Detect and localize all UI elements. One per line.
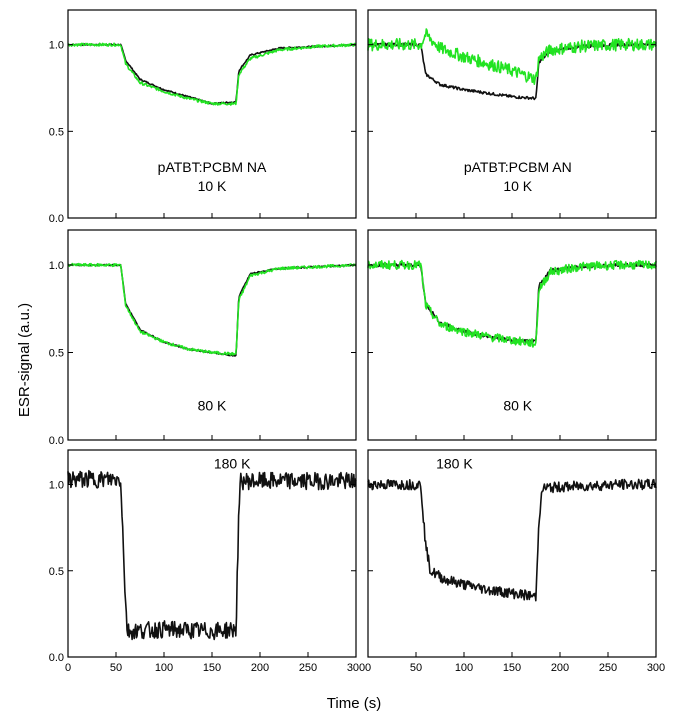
panel-annotation: pATBT:PCBM NA — [158, 159, 267, 175]
x-tick-label: 100 — [155, 662, 173, 674]
series-green-line — [67, 262, 357, 356]
panel-r1-c0: 0.0 0.5 1.0 80 K — [49, 229, 357, 447]
y-tick-label: 1.0 — [49, 480, 64, 492]
annotation-backdrop — [195, 176, 230, 195]
panel-annotation: pATBT:PCBM AN — [464, 159, 572, 175]
series-green-line — [67, 42, 357, 106]
panel-annotation: 80 K — [503, 398, 532, 414]
annotation-backdrop — [501, 396, 535, 415]
x-tick-label: 250 — [599, 662, 617, 674]
series-black-line — [367, 262, 657, 344]
x-tick-label: 150 — [503, 662, 521, 674]
series-black-line — [367, 478, 657, 602]
series-black-line — [67, 43, 357, 105]
panel-annotation: 10 K — [503, 178, 532, 194]
x-tick-label: 150 — [203, 662, 221, 674]
y-tick-label: 1.0 — [49, 40, 64, 52]
x-tick-label: 200 — [251, 662, 269, 674]
x-tick-label: 0 — [365, 662, 371, 674]
panel-r0-c0: 0.0 0.5 1.0 pATBT:PCBM NA 10 K — [49, 9, 357, 225]
y-tick-label: 1.0 — [49, 260, 64, 272]
panel-annotation: 10 K — [198, 178, 227, 194]
panel-annotation: 180 K — [214, 456, 251, 472]
y-tick-label: 0.5 — [49, 348, 64, 360]
x-tick-label: 50 — [110, 662, 122, 674]
annotation-backdrop — [211, 454, 254, 473]
series-green-line — [367, 28, 657, 85]
y-axis-title: ESR-signal (a.u.) — [16, 303, 33, 417]
panel-frame — [367, 449, 657, 658]
x-tick-label: 200 — [551, 662, 569, 674]
panel-annotation: 80 K — [198, 398, 227, 414]
y-tick-label: 0.0 — [49, 652, 64, 664]
panel-r2-c0: 0.0 0.5 1.0 0 50 100 150 200 250 300 180 K — [49, 449, 365, 674]
panel-r1-c1: 80 K — [367, 229, 657, 441]
x-tick-label: 0 — [65, 662, 71, 674]
panel-r0-c1: pATBT:PCBM AN 10 K — [367, 9, 657, 219]
annotation-backdrop — [461, 158, 574, 177]
series-black-line — [67, 469, 357, 641]
annotation-backdrop — [195, 396, 230, 415]
x-tick-label: 250 — [299, 662, 317, 674]
y-tick-label: 0.0 — [49, 213, 64, 225]
x-axis-title: Time (s) — [327, 695, 381, 712]
x-tick-label: 300 — [647, 662, 665, 674]
x-tick-label: 300 — [347, 662, 365, 674]
panel-annotation: 180 K — [436, 456, 473, 472]
series-green-line — [367, 259, 657, 348]
series-black-line — [67, 263, 357, 357]
y-tick-label: 0.5 — [49, 126, 64, 138]
x-tick-label: 100 — [455, 662, 473, 674]
panel-r2-c1: 0 50 100 150 200 250 300 180 K — [365, 449, 665, 674]
y-tick-label: 0.0 — [49, 435, 64, 447]
x-tick-label: 50 — [410, 662, 422, 674]
annotation-backdrop — [155, 158, 269, 177]
annotation-backdrop — [434, 454, 476, 473]
panel-grid: 0.0 0.5 1.0 pATBT:PCBM NA 10 K pATBT:PCBM AN 1… — [49, 9, 665, 674]
y-tick-label: 0.5 — [49, 566, 64, 578]
annotation-backdrop — [501, 176, 535, 195]
